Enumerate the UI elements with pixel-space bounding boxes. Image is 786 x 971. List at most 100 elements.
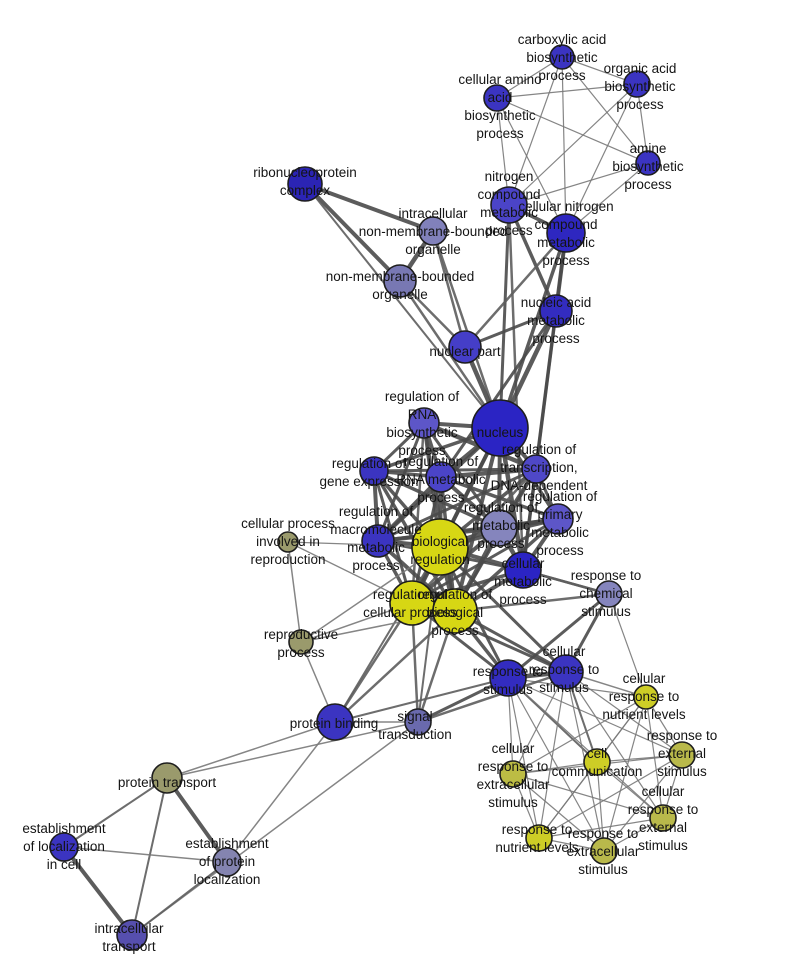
node-regulation-of-gene-expression[interactable]	[359, 456, 389, 486]
label-regulation-of-primary-metabolic-process: regulation of primary metabolic process	[523, 489, 598, 558]
label-establishment-of-protein-localization: establishment of protein localization	[185, 836, 269, 887]
label-regulation-of-macromolecule-metabolic-process: regulation of macromolecule metabolic proce…	[330, 504, 422, 573]
node-response-to-extracellular-stimulus[interactable]	[590, 837, 618, 865]
node-cellular-nitrogen-compound-metabolic-process[interactable]	[546, 213, 586, 253]
edge-cellular-response-to-stimulus--response-to-external-stimulus	[565, 671, 683, 756]
node-cellular-metabolic-process[interactable]	[504, 551, 542, 589]
node-carboxylic-acid-biosynthetic-process[interactable]	[549, 44, 575, 70]
edge-response-to-stimulus--response-to-extracellular-stimulus	[507, 677, 605, 852]
label-response-to-chemical-stimulus: response to chemical stimulus	[571, 568, 642, 619]
label-cellular-response-to-external-stimulus: cellular response to external stimulus	[628, 784, 699, 853]
edge-establishment-of-localization-in-cell--establishment-of-protein-localization	[63, 846, 228, 863]
label-regulation-of-transcription-dna-dependent: regulation of transcription, DNA-dependent	[491, 442, 588, 493]
edge-cellular-response-to-extracellular-stimulus--response-to-extracellular-stimulus	[512, 773, 605, 852]
edge-establishment-of-protein-localization--intracellular-transport	[131, 861, 228, 936]
edge-response-to-stimulus--cellular-response-to-external-stimulus	[507, 677, 664, 819]
label-regulation-of-gene-expression: regulation of gene expression	[319, 456, 418, 489]
edge-cellular-response-to-stimulus--cellular-response-to-extracellular-stimulus	[512, 671, 567, 775]
label-regulation-of-rna-metabolic-process: regulation of RNA metabolic process	[396, 454, 486, 505]
node-cellular-response-to-nutrient-levels[interactable]	[633, 684, 659, 710]
edge-cellular-amino-acid-biosynthetic-process--amine-biosynthetic-process	[496, 97, 649, 164]
edge-cellular-response-to-nutrient-levels--response-to-extracellular-stimulus	[603, 696, 647, 852]
label-reproductive-process: reproductive process	[264, 627, 338, 660]
label-cellular-metabolic-process: cellular metabolic process	[494, 556, 552, 607]
node-intracellular-non-membrane-bounded-organelle[interactable]	[418, 216, 448, 246]
label-signal-transduction: signal transduction	[378, 709, 452, 742]
node-nucleic-acid-metabolic-process[interactable]	[539, 294, 573, 328]
node-cell-communication[interactable]	[583, 748, 611, 776]
node-cellular-response-to-stimulus[interactable]	[548, 654, 584, 690]
edge-establishment-of-localization-in-cell--intracellular-transport	[62, 845, 134, 937]
edge-cellular-response-to-stimulus--response-to-nutrient-levels	[538, 671, 567, 839]
label-regulation-of-rna-biosynthetic-process: regulation of RNA biosynthetic process	[385, 389, 460, 458]
node-regulation-of-macromolecule-metabolic-process[interactable]	[361, 524, 395, 558]
node-establishment-of-protein-localization[interactable]	[212, 847, 242, 877]
label-nucleic-acid-metabolic-process: nucleic acid metabolic process	[521, 295, 592, 346]
label-cellular-response-to-nutrient-levels: cellular response to nutrient levels	[602, 671, 686, 722]
node-protein-binding[interactable]	[316, 703, 354, 741]
node-nuclear-part[interactable]	[448, 330, 482, 364]
edge-protein-transport--intracellular-transport	[131, 777, 168, 936]
label-cellular-amino-acid-biosynthetic-process: cellular amino acid biosynthetic process	[458, 72, 541, 141]
node-protein-transport[interactable]	[151, 762, 183, 794]
edge-cellular-response-to-extracellular-stimulus--cellular-response-to-external-stimulus	[512, 773, 664, 819]
label-regulation-of-biological-process: regulation of biological process	[418, 587, 493, 638]
node-regulation-of-rna-biosynthetic-process[interactable]	[408, 407, 440, 439]
node-establishment-of-localization-in-cell[interactable]	[49, 832, 79, 862]
node-regulation-of-metabolic-process[interactable]	[480, 509, 518, 547]
node-reproductive-process[interactable]	[288, 629, 314, 655]
node-regulation-of-primary-metabolic-process[interactable]	[542, 503, 574, 535]
edge-nucleic-acid-metabolic-process--regulation-of-rna-metabolic-process	[439, 309, 558, 479]
label-response-to-extracellular-stimulus: response to extracellular stimulus	[567, 826, 640, 877]
node-response-to-chemical-stimulus[interactable]	[595, 580, 623, 608]
node-biological-regulation[interactable]	[411, 518, 469, 576]
edge-protein-binding--protein-transport	[166, 721, 336, 779]
node-nucleus[interactable]	[471, 399, 529, 457]
edge-response-to-stimulus--protein-binding	[334, 677, 509, 723]
edge-carboxylic-acid-biosynthetic-process--cellular-nitrogen-compound-metabolic-process	[561, 56, 567, 234]
node-nitrogen-compound-metabolic-process[interactable]	[490, 186, 528, 224]
node-regulation-of-rna-metabolic-process[interactable]	[425, 461, 457, 493]
node-cellular-amino-acid-biosynthetic-process[interactable]	[483, 84, 511, 112]
edge-regulation-of-cellular-process--cellular-process-involved-in-reproduction	[287, 541, 413, 604]
node-amine-biosynthetic-process[interactable]	[635, 150, 661, 176]
label-protein-transport: protein transport	[118, 775, 217, 790]
node-response-to-stimulus[interactable]	[489, 659, 527, 697]
node-signal-transduction[interactable]	[404, 708, 432, 736]
edge-cellular-amino-acid-biosynthetic-process--organic-acid-biosynthetic-process	[496, 83, 638, 99]
edge-cell-communication--cellular-response-to-external-stimulus	[596, 761, 664, 819]
label-nitrogen-compound-metabolic-process: nitrogen compound metabolic process	[477, 169, 540, 238]
edge-cellular-response-to-stimulus--signal-transduction	[416, 670, 568, 724]
node-regulation-of-biological-process[interactable]	[432, 588, 478, 634]
edge-cell-communication--response-to-nutrient-levels	[538, 761, 598, 839]
node-cellular-response-to-external-stimulus[interactable]	[649, 804, 677, 832]
label-nuclear-part: nuclear part	[429, 344, 501, 359]
node-cellular-response-to-extracellular-stimulus[interactable]	[499, 760, 527, 788]
edge-response-to-external-stimulus--response-to-extracellular-stimulus	[603, 754, 683, 852]
edge-regulation-of-biological-process--protein-binding	[333, 609, 457, 724]
edge-ribonucleoprotein-complex--nucleus	[304, 183, 501, 429]
edge-carboxylic-acid-biosynthetic-process--nitrogen-compound-metabolic-process	[508, 56, 563, 206]
edge-nitrogen-compound-metabolic-process--nucleic-acid-metabolic-process	[507, 203, 558, 313]
label-intracellular-transport: intracellular transport	[94, 921, 164, 954]
label-regulation-of-cellular-process: regulation of cellular process	[363, 587, 457, 620]
edge-cellular-amino-acid-biosynthetic-process--cellular-nitrogen-compound-metabolic-process	[496, 97, 567, 234]
node-response-to-nutrient-levels[interactable]	[525, 824, 553, 852]
label-establishment-of-localization-in-cell: establishment of localization in cell	[22, 821, 106, 872]
node-cellular-process-involved-in-reproduction[interactable]	[277, 531, 299, 553]
edge-cellular-nitrogen-compound-metabolic-process--nucleus	[498, 231, 568, 430]
node-ribonucleoprotein-complex[interactable]	[287, 166, 323, 202]
edge-nitrogen-compound-metabolic-process--cellular-metabolic-process	[507, 203, 525, 572]
edge-cellular-response-to-stimulus--cellular-response-to-external-stimulus	[565, 671, 664, 819]
label-cellular-response-to-stimulus: cellular response to stimulus	[529, 644, 600, 695]
node-intracellular-transport[interactable]	[116, 919, 148, 951]
node-response-to-external-stimulus[interactable]	[668, 741, 696, 769]
label-response-to-stimulus: response to stimulus	[473, 664, 544, 697]
node-non-membrane-bounded-organelle[interactable]	[383, 264, 417, 298]
node-regulation-of-transcription-dna-dependent[interactable]	[521, 454, 551, 484]
label-ribonucleoprotein-complex: ribonucleoprotein complex	[253, 165, 357, 198]
node-organic-acid-biosynthetic-process[interactable]	[623, 70, 651, 98]
edge-response-to-external-stimulus--response-to-nutrient-levels	[538, 754, 683, 839]
